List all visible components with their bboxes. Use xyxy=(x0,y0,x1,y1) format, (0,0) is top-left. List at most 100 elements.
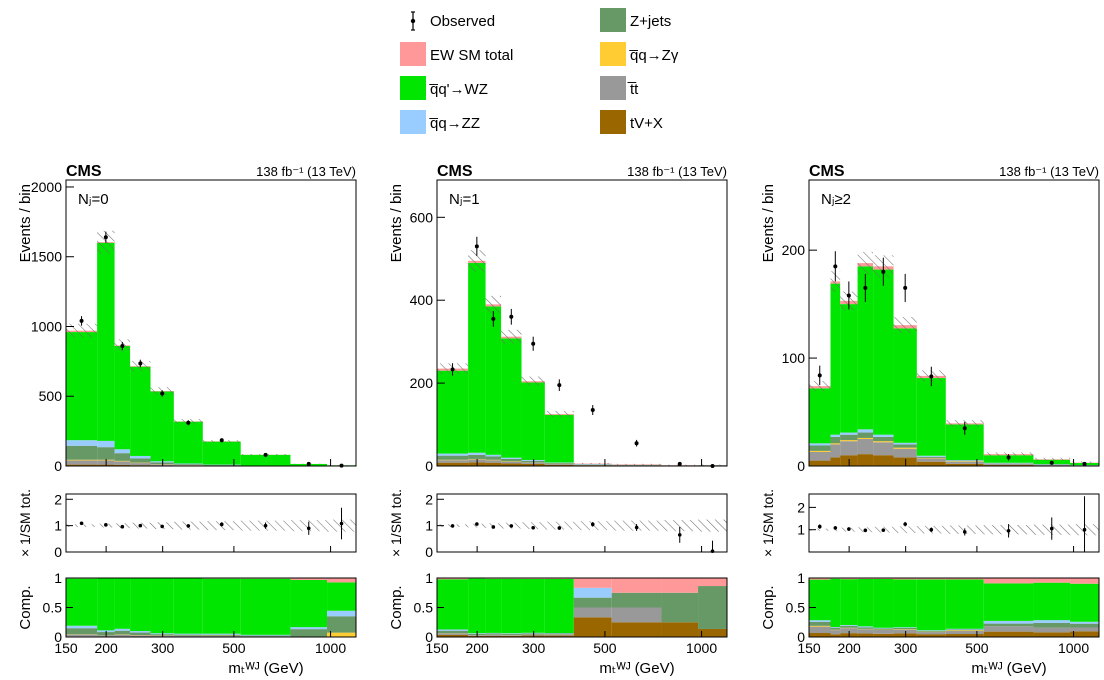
comp-bar-zz xyxy=(290,627,328,630)
comp-bar-ew xyxy=(809,578,831,580)
observed-point xyxy=(491,316,496,321)
comp-bar-zz xyxy=(202,633,241,635)
stack-bar-zjets xyxy=(983,463,1034,464)
ratio-tick-label: 2 xyxy=(797,499,805,515)
comp-bar-wz xyxy=(945,579,984,629)
comp-bar-ttbar xyxy=(485,634,502,636)
comp-bar-ttbar xyxy=(945,631,984,635)
x-tick-label: 150 xyxy=(425,640,449,656)
y-tick-label: 600 xyxy=(410,209,434,225)
uncertainty-band xyxy=(809,381,831,392)
stack-bar-zz xyxy=(945,460,984,461)
comp-bar-ew xyxy=(945,578,984,580)
comp-bar-zz xyxy=(485,632,502,634)
comp-bar-ew xyxy=(1033,578,1071,583)
stack-bar-wz xyxy=(830,283,841,435)
stack-bar-ttbar xyxy=(983,463,1034,465)
comp-bar-zz xyxy=(327,610,356,617)
composition-plot: 0 0.5 1 150 200 300 500 1000 Comp. mₜᵂᴶ (GeV) xyxy=(17,570,357,677)
ratio-frame xyxy=(65,493,357,553)
stack-bar-tvx xyxy=(66,464,98,466)
comp-bar-zz xyxy=(114,628,131,631)
ratio-uncertainty-band xyxy=(809,528,831,531)
lumi-label: 138 fb⁻¹ (13 TeV) xyxy=(999,164,1099,179)
comp-bar-ew xyxy=(840,578,858,580)
legend-swatch xyxy=(600,76,626,100)
uncertainty-band xyxy=(468,250,486,272)
comp-bar-ew xyxy=(916,578,946,580)
ratio-tick-label: 0 xyxy=(54,544,62,560)
comp-bar-zz xyxy=(873,627,894,629)
ratio-point xyxy=(491,525,496,529)
ratio-uncertainty-band xyxy=(521,522,545,530)
stack-bar-ttbar xyxy=(809,451,831,461)
stack-bar-ttbar xyxy=(916,458,946,462)
legend-label: tV+X xyxy=(630,115,663,132)
comp-bar-ttbar xyxy=(830,630,841,635)
y-tick-label: 400 xyxy=(410,292,434,308)
ratio-point xyxy=(1006,529,1011,533)
stack-bar-ttbar xyxy=(130,463,151,466)
uncertainty-band xyxy=(611,463,662,465)
comp-bar-zjets xyxy=(983,623,1034,627)
comp-bar-ew xyxy=(611,578,662,593)
observed-point xyxy=(590,408,595,413)
x-axis-label: mₜᵂᴶ (GeV) xyxy=(599,660,674,677)
comp-bar-wz xyxy=(857,578,874,627)
y-tick-label: 2000 xyxy=(31,179,62,195)
comp-bar-wz xyxy=(873,578,894,628)
comp-bar-zz xyxy=(437,629,469,631)
y-tick-label: 200 xyxy=(410,375,434,391)
stack-bar-wz xyxy=(501,338,522,458)
comp-bar-wz xyxy=(130,578,151,632)
ratio-point xyxy=(634,525,639,530)
comp-bar-ew xyxy=(698,578,727,587)
ratio-point xyxy=(509,524,514,528)
ratio-tick-label: 1 xyxy=(54,518,62,534)
stack-bar-ttbar xyxy=(873,442,894,456)
comp-bar-wz xyxy=(916,579,946,631)
comp-bar-tvx xyxy=(945,634,984,637)
ratio-point xyxy=(1049,526,1054,531)
stack-bar-ttbar xyxy=(437,460,469,463)
comp-bar-zz xyxy=(840,625,858,626)
stack-bar-zjets xyxy=(916,456,946,458)
stack-bar-zjets xyxy=(809,445,831,451)
stack-bar-wz xyxy=(114,346,131,450)
stack-bar-tvx xyxy=(830,457,841,466)
comp-bar-wz xyxy=(173,578,203,634)
comp-bar-tvx xyxy=(857,633,874,637)
comp-bar-zjets xyxy=(130,632,151,636)
comp-bar-wz xyxy=(1033,582,1071,621)
legend-swatch xyxy=(600,42,626,66)
ratio-point xyxy=(339,521,344,526)
ratio-point xyxy=(962,530,967,534)
comp-bar-zjets xyxy=(661,592,699,623)
comp-bar-zjets xyxy=(240,635,291,637)
comp-tick-label: 0.5 xyxy=(43,600,63,616)
stack-bar-zz xyxy=(97,440,115,448)
ratio-y-label: × 1/SM tot. xyxy=(388,489,404,557)
stack-bar-zjets xyxy=(130,458,151,463)
observed-point xyxy=(450,367,455,372)
stack-bar-zjets xyxy=(873,436,894,442)
stack-bar-zjets xyxy=(830,436,841,444)
comp-bar-wz xyxy=(893,579,917,628)
ratio-frame xyxy=(436,493,728,553)
stack-bar-wz xyxy=(809,388,831,444)
comp-bar-ttbar xyxy=(66,634,98,637)
comp-bar-ew xyxy=(573,578,612,588)
stack-bar-zjets xyxy=(468,454,486,459)
ratio-point xyxy=(104,523,108,527)
stack-bar-zz xyxy=(130,455,151,459)
comp-tick-label: 1 xyxy=(425,570,433,586)
category-label: Nⱼ=0 xyxy=(78,191,109,208)
legend-item-ew: EW SM total xyxy=(400,42,513,66)
comp-bar-tvx xyxy=(611,622,662,637)
comp-bar-zz xyxy=(893,627,917,628)
comp-bar-zz xyxy=(240,634,291,636)
comp-tick-label: 1 xyxy=(54,570,62,586)
x-tick-label: 200 xyxy=(465,640,489,656)
x-tick-label: 1000 xyxy=(315,640,346,656)
